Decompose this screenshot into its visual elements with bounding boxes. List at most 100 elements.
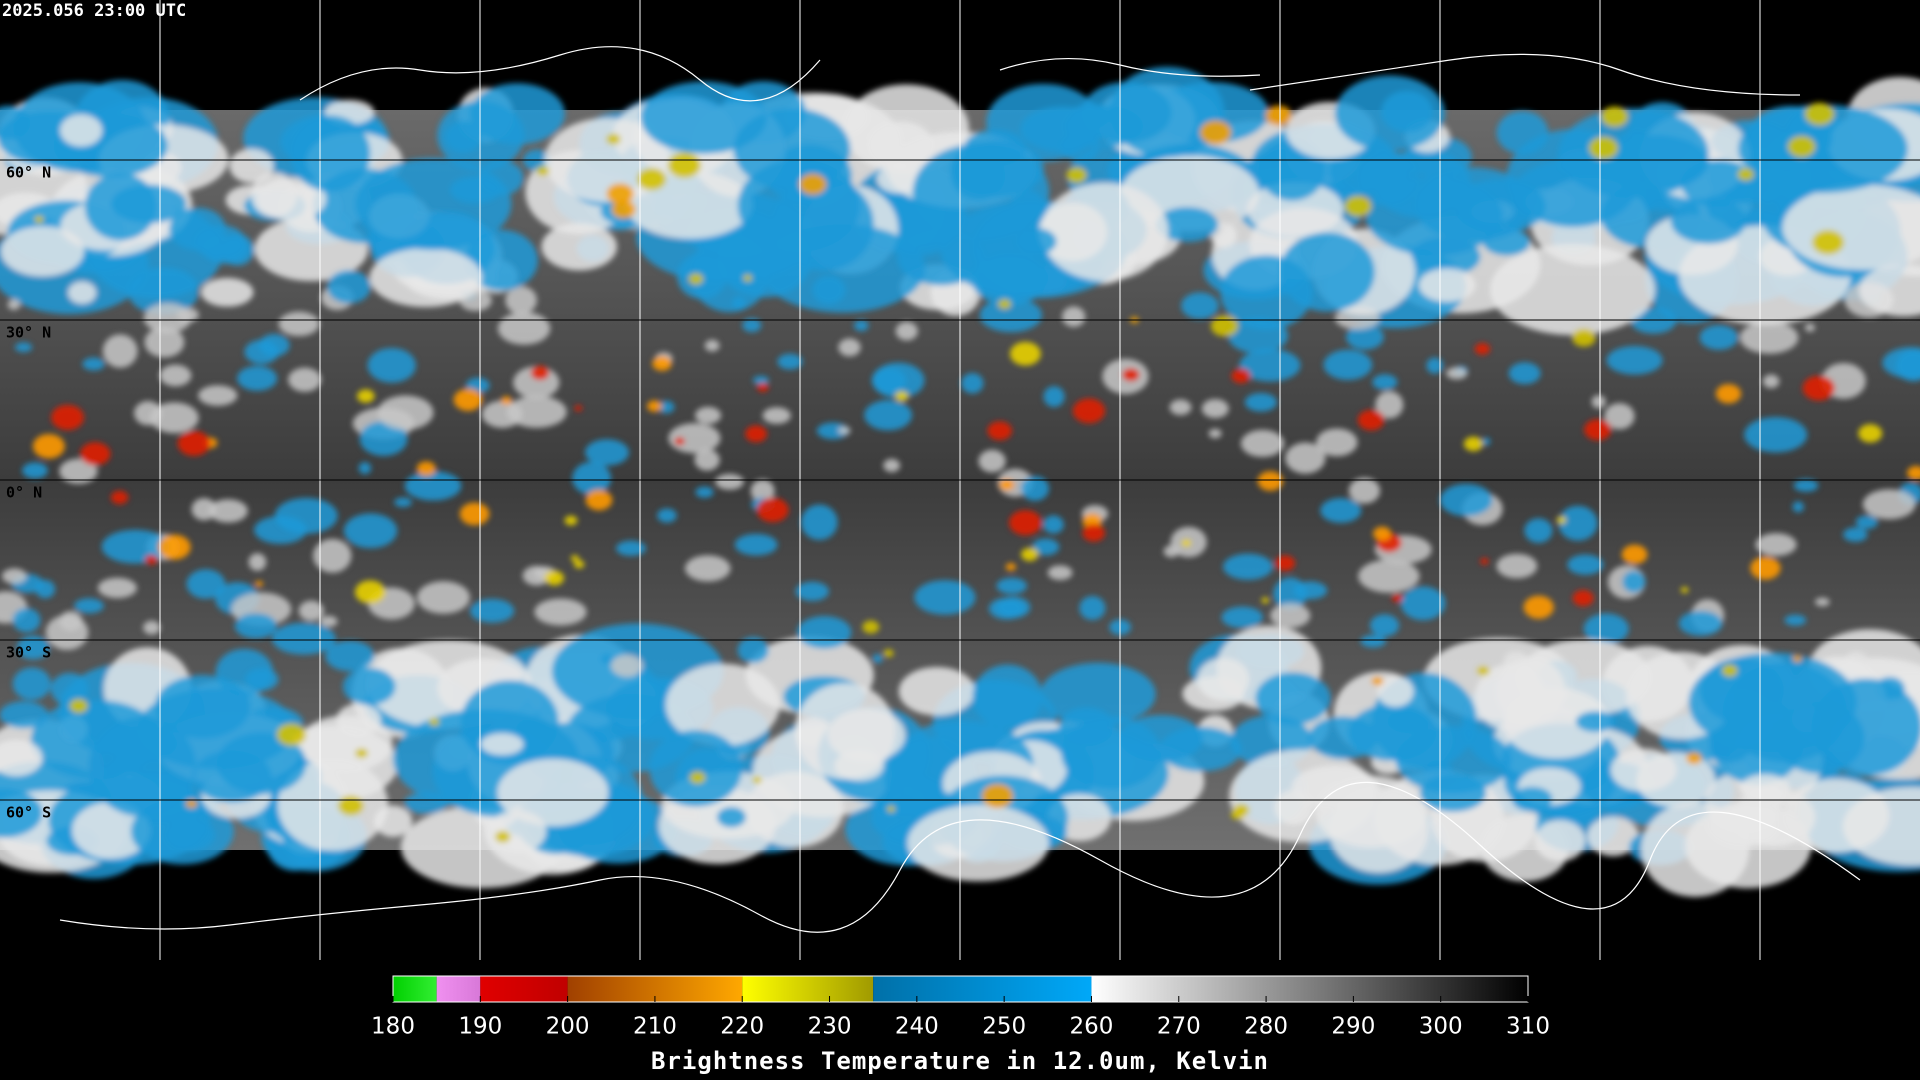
greenland-outline [299, 46, 821, 102]
convection [32, 433, 65, 459]
convection [544, 570, 565, 586]
cloud [59, 114, 103, 147]
cloud [97, 577, 137, 599]
cloud [1079, 596, 1106, 621]
cloud [71, 801, 151, 859]
cloud [355, 158, 512, 250]
colorbar-tick-label: 290 [1331, 1014, 1375, 1040]
convection [1858, 424, 1883, 443]
cloud [1606, 345, 1663, 375]
cloud [1804, 323, 1816, 332]
cloud [154, 675, 251, 739]
cloud [695, 406, 722, 424]
cloud [1699, 325, 1739, 350]
convection [1584, 419, 1612, 441]
cloud [1524, 518, 1553, 543]
cloud [1372, 374, 1398, 390]
cloud [404, 471, 462, 501]
cloud [327, 270, 371, 304]
colorbar-tick-label: 230 [808, 1014, 852, 1040]
cloud [22, 462, 48, 479]
cloud [497, 758, 609, 827]
cloud [1782, 778, 1890, 853]
cloud [1567, 554, 1604, 575]
cloud [1508, 362, 1541, 385]
cloud [74, 598, 104, 614]
cloud [838, 338, 861, 357]
cloud [12, 667, 51, 701]
cloud [272, 622, 336, 655]
cloud [996, 577, 1028, 595]
cloud [229, 148, 274, 184]
cloud [1855, 515, 1879, 529]
colorbar-tick-label: 310 [1506, 1014, 1550, 1040]
convection [981, 783, 1014, 809]
cloud [14, 342, 33, 353]
cloud [1181, 292, 1219, 320]
convection [1008, 510, 1042, 536]
cloud [0, 701, 49, 729]
cloud [237, 365, 278, 391]
colorbar-tick-label: 270 [1157, 1014, 1201, 1040]
cloud [480, 733, 524, 756]
cloud [534, 598, 587, 626]
cloud [1591, 395, 1606, 409]
convection [1686, 752, 1702, 765]
convection [1480, 557, 1489, 565]
cloud [1208, 428, 1222, 439]
cloud [1270, 603, 1311, 628]
cloud [256, 177, 327, 221]
cloud [1043, 386, 1065, 408]
cloud [695, 486, 714, 498]
cloud [1641, 801, 1750, 897]
cloud [130, 798, 234, 865]
convection [652, 356, 672, 371]
convection [574, 405, 583, 412]
colorbar-tick-label: 200 [546, 1014, 590, 1040]
cloud [541, 223, 618, 271]
convection [998, 299, 1012, 310]
cloud [876, 164, 921, 194]
cloud [1358, 559, 1420, 593]
convection [1371, 676, 1384, 686]
cloud [853, 320, 869, 332]
colorbar: 180 190 200 210 220 230 240 250 260 270 280 290 300 3… [371, 975, 1550, 1040]
convection [1231, 368, 1251, 384]
cloud [1348, 477, 1381, 504]
convection [69, 698, 88, 713]
cloud [0, 788, 43, 838]
colorbar-tick-label: 250 [982, 1014, 1026, 1040]
convection [585, 489, 613, 511]
cloud [737, 159, 861, 252]
cloud [1636, 752, 1716, 808]
lat-label: 30° N [6, 324, 51, 342]
cloud [1862, 489, 1916, 520]
cloud [404, 791, 449, 814]
convection [1812, 230, 1845, 255]
colorbar-tick-label: 280 [1244, 1014, 1288, 1040]
convection [647, 400, 663, 412]
convection [80, 442, 111, 466]
cloud [394, 497, 412, 508]
convection [674, 437, 686, 446]
cloud [367, 347, 416, 383]
convection [1907, 465, 1920, 481]
cloud [1, 568, 27, 584]
cloud [7, 299, 21, 310]
colorbar-tick-label: 240 [895, 1014, 939, 1040]
cloud [1375, 391, 1404, 419]
convection [453, 388, 483, 411]
cloud [0, 739, 43, 777]
cloud [278, 311, 320, 337]
cloud [290, 115, 371, 192]
convection [1391, 593, 1403, 603]
cloud [274, 497, 338, 534]
cloud [1738, 104, 1908, 193]
cloud [1308, 716, 1378, 760]
convection [895, 391, 909, 402]
cloud [1600, 134, 1709, 190]
cloud [169, 207, 226, 251]
cloud [1496, 553, 1538, 579]
